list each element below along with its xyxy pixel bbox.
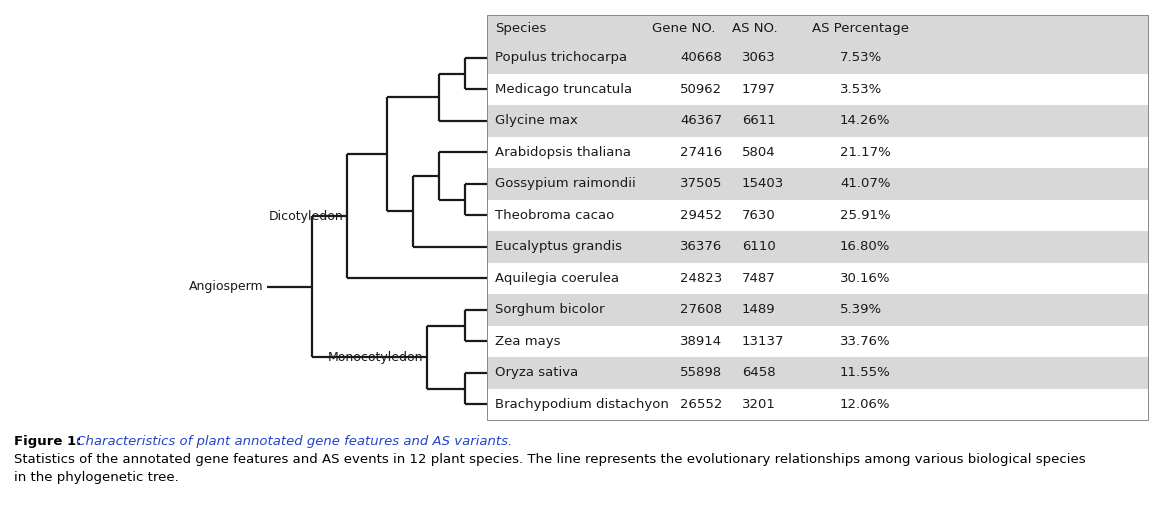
Text: Zea mays: Zea mays: [495, 335, 560, 348]
Text: 6458: 6458: [743, 366, 775, 379]
Text: 12.06%: 12.06%: [840, 398, 890, 411]
Text: 6611: 6611: [743, 114, 776, 127]
Text: Populus trichocarpa: Populus trichocarpa: [495, 51, 627, 64]
Text: 13137: 13137: [743, 335, 784, 348]
Text: Medicago truncatula: Medicago truncatula: [495, 83, 632, 96]
Text: 14.26%: 14.26%: [840, 114, 890, 127]
Text: Theobroma cacao: Theobroma cacao: [495, 209, 615, 222]
Text: 37505: 37505: [680, 177, 723, 190]
Text: Figure 1:: Figure 1:: [14, 435, 81, 448]
Text: 1489: 1489: [743, 303, 775, 316]
Bar: [487, 105, 1148, 137]
Text: Aquilegia coerulea: Aquilegia coerulea: [495, 272, 619, 285]
Text: 7487: 7487: [743, 272, 776, 285]
Text: Sorghum bicolor: Sorghum bicolor: [495, 303, 604, 316]
Text: 3201: 3201: [743, 398, 776, 411]
Text: 11.55%: 11.55%: [840, 366, 891, 379]
Text: 36376: 36376: [680, 240, 723, 253]
Text: Glycine max: Glycine max: [495, 114, 578, 127]
Bar: [487, 168, 1148, 199]
Text: 7.53%: 7.53%: [840, 51, 882, 64]
Text: 40668: 40668: [680, 51, 722, 64]
Text: Oryza sativa: Oryza sativa: [495, 366, 579, 379]
Text: Gossypium raimondii: Gossypium raimondii: [495, 177, 636, 190]
Text: Dicotyledon: Dicotyledon: [268, 210, 343, 223]
Bar: [487, 15, 1148, 420]
Text: 16.80%: 16.80%: [840, 240, 890, 253]
Bar: [487, 357, 1148, 389]
Text: Angiosperm: Angiosperm: [189, 280, 264, 293]
Text: Gene NO.: Gene NO.: [652, 22, 716, 35]
Bar: [487, 231, 1148, 263]
Text: Statistics of the annotated gene features and AS events in 12 plant species. The: Statistics of the annotated gene feature…: [14, 453, 1085, 466]
Text: 1797: 1797: [743, 83, 776, 96]
Bar: [487, 42, 1148, 74]
Text: 29452: 29452: [680, 209, 723, 222]
Text: 5.39%: 5.39%: [840, 303, 882, 316]
Text: 21.17%: 21.17%: [840, 146, 891, 159]
Text: 38914: 38914: [680, 335, 722, 348]
Text: 30.16%: 30.16%: [840, 272, 890, 285]
Text: 6110: 6110: [743, 240, 776, 253]
Text: 15403: 15403: [743, 177, 784, 190]
Text: 3063: 3063: [743, 51, 776, 64]
Text: Monocotyledon: Monocotyledon: [328, 350, 423, 363]
Text: 5804: 5804: [743, 146, 775, 159]
Text: Arabidopsis thaliana: Arabidopsis thaliana: [495, 146, 631, 159]
Text: 27608: 27608: [680, 303, 722, 316]
Text: 50962: 50962: [680, 83, 722, 96]
Text: 3.53%: 3.53%: [840, 83, 882, 96]
Text: AS Percentage: AS Percentage: [812, 22, 909, 35]
Text: Species: Species: [495, 22, 546, 35]
Text: 27416: 27416: [680, 146, 723, 159]
Text: Eucalyptus grandis: Eucalyptus grandis: [495, 240, 622, 253]
Text: AS NO.: AS NO.: [732, 22, 777, 35]
Bar: [487, 15, 1148, 42]
Text: 41.07%: 41.07%: [840, 177, 890, 190]
Text: Brachypodium distachyon: Brachypodium distachyon: [495, 398, 669, 411]
Text: 7630: 7630: [743, 209, 776, 222]
Text: 25.91%: 25.91%: [840, 209, 890, 222]
Text: 33.76%: 33.76%: [840, 335, 890, 348]
Text: 24823: 24823: [680, 272, 723, 285]
Text: 46367: 46367: [680, 114, 722, 127]
Text: Characteristics of plant annotated gene features and AS variants.: Characteristics of plant annotated gene …: [72, 435, 512, 448]
Text: 55898: 55898: [680, 366, 722, 379]
Text: in the phylogenetic tree.: in the phylogenetic tree.: [14, 471, 179, 484]
Bar: [487, 294, 1148, 325]
Text: 26552: 26552: [680, 398, 723, 411]
